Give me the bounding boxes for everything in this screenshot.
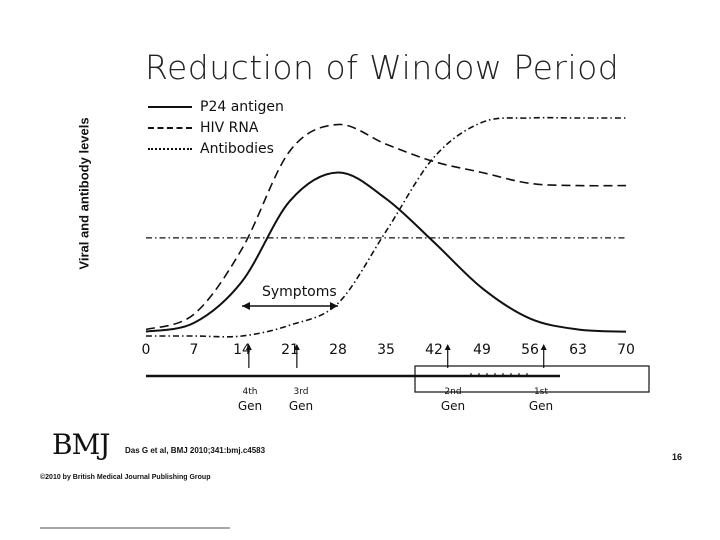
- gen-label-4th: 4th Gen: [238, 386, 262, 414]
- series-line-hiv-rna: [145, 123, 627, 331]
- x-tick-label: 7: [189, 342, 199, 358]
- gen-text: Gen: [440, 399, 466, 413]
- slide-title: Reduction of Window Period: [145, 48, 620, 87]
- legend-label-hiv-rna: HIV RNA: [200, 119, 259, 136]
- legend-swatch-dashdot: [148, 147, 192, 150]
- legend-swatch-solid: [148, 105, 192, 108]
- legend-item-hiv-rna: HIV RNA: [148, 117, 284, 138]
- x-tick-label: 28: [329, 342, 347, 358]
- symptoms-annotation: Symptoms: [262, 284, 337, 300]
- x-tick-label: 56: [521, 342, 539, 358]
- x-tick-label: 63: [569, 342, 587, 358]
- gen-ordinal: 1st: [534, 387, 548, 397]
- gen-arrow-head-2nd: [444, 344, 451, 350]
- gen-text: Gen: [528, 399, 554, 413]
- gen-ordinal: 3rd: [293, 387, 309, 397]
- x-tick-label: 42: [425, 342, 443, 358]
- legend-label-p24: P24 antigen: [200, 98, 284, 115]
- copyright: ©2010 by British Medical Journal Publish…: [40, 474, 211, 481]
- gen-arrow-head-4th: [245, 344, 252, 350]
- x-tick-label: 0: [141, 342, 151, 358]
- gen-text: Gen: [237, 399, 263, 413]
- x-tick-label: 35: [377, 342, 395, 358]
- x-tick-label: 70: [617, 342, 635, 358]
- legend-item-p24: P24 antigen: [148, 96, 284, 117]
- bmj-logo: BMJ: [52, 428, 110, 461]
- x-tick-label: 21: [281, 342, 299, 358]
- gen-text: Gen: [288, 399, 314, 413]
- symptoms-arrow-head-left: [242, 302, 250, 310]
- slide-number: 16: [672, 452, 683, 462]
- legend-swatch-dashed: [148, 126, 192, 129]
- symptoms-arrow-head-right: [330, 302, 338, 310]
- gen-label-1st: 1st Gen: [529, 386, 553, 414]
- series-line-antibodies: [146, 116, 626, 338]
- gen-label-3rd: 3rd Gen: [289, 386, 313, 414]
- gen-arrow-head-1st: [540, 344, 547, 350]
- legend-label-antibodies: Antibodies: [200, 140, 274, 157]
- gen-arrow-head-3rd: [293, 344, 300, 350]
- gen-ordinal: 2nd: [444, 387, 462, 397]
- legend-item-antibodies: Antibodies: [148, 138, 284, 159]
- x-tick-label: 14: [233, 342, 251, 358]
- window-box: [414, 365, 650, 393]
- x-tick-label: 49: [473, 342, 491, 358]
- series-line-p24-antigen: [145, 171, 627, 333]
- gen-label-2nd: 2nd Gen: [441, 386, 465, 414]
- gen-ordinal: 4th: [242, 387, 258, 397]
- legend: P24 antigen HIV RNA Antibodies: [148, 96, 284, 159]
- citation: Das G et al, BMJ 2010;341:bmj.c4583: [125, 446, 266, 455]
